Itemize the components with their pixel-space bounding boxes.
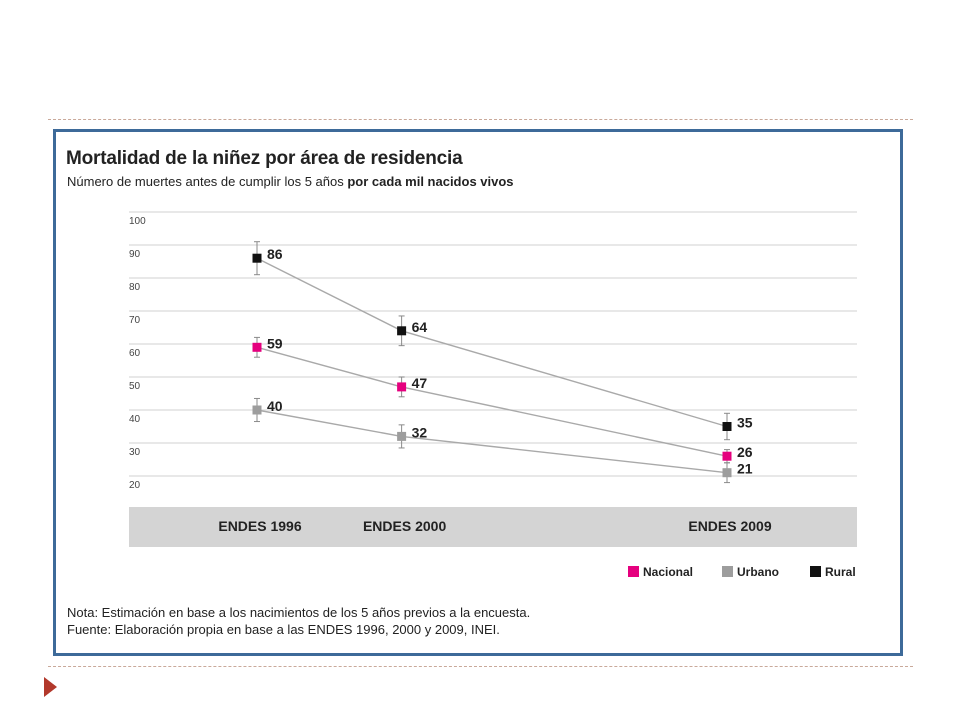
data-point-nacional — [397, 382, 407, 392]
data-label: 35 — [737, 415, 753, 431]
subtitle-bold: por cada mil nacidos vivos — [347, 174, 514, 189]
data-label: 86 — [267, 246, 283, 262]
data-label: 40 — [267, 398, 283, 414]
note-line: Nota: Estimación en base a los nacimient… — [67, 605, 531, 620]
y-tick-label: 90 — [129, 249, 141, 260]
data-point-rural — [252, 253, 262, 263]
chart-subtitle: Número de muertes antes de cumplir los 5… — [67, 174, 514, 189]
legend-label-nacional: Nacional — [643, 565, 693, 579]
x-category-label: ENDES 2009 — [688, 518, 771, 534]
y-tick-label: 80 — [129, 282, 141, 293]
legend-label-rural: Rural — [825, 565, 856, 579]
subtitle-normal: Número de muertes antes de cumplir los 5… — [67, 174, 348, 189]
chart-title: Mortalidad de la niñez por área de resid… — [66, 148, 463, 169]
data-point-nacional — [722, 451, 732, 461]
y-tick-label: 30 — [129, 447, 141, 458]
legend-swatch-nacional — [628, 566, 639, 577]
data-label: 21 — [737, 461, 753, 477]
source-line: Fuente: Elaboración propia en base a las… — [67, 622, 500, 637]
data-point-urbano — [722, 468, 732, 478]
data-label: 64 — [412, 319, 428, 335]
data-label: 32 — [412, 424, 428, 440]
y-tick-label: 40 — [129, 414, 141, 425]
data-label: 47 — [412, 375, 428, 391]
data-label: 59 — [267, 335, 283, 351]
data-point-urbano — [252, 405, 262, 415]
series-line-rural — [256, 257, 728, 428]
y-tick-label: 70 — [129, 315, 141, 326]
legend-swatch-rural — [810, 566, 821, 577]
x-category-label: ENDES 2000 — [363, 518, 446, 534]
data-point-rural — [722, 422, 732, 431]
y-tick-label: 20 — [129, 480, 141, 491]
data-point-urbano — [397, 431, 407, 441]
data-label: 26 — [737, 444, 753, 460]
legend-label-urbano: Urbano — [737, 565, 779, 579]
x-category-label: ENDES 1996 — [218, 518, 301, 534]
series-line-nacional — [256, 346, 728, 457]
slide-bullet-arrow-icon — [44, 677, 57, 697]
y-tick-label: 50 — [129, 381, 141, 392]
category-band — [129, 507, 857, 547]
data-point-rural — [397, 326, 407, 336]
top-dashed-divider — [48, 119, 913, 120]
bottom-dashed-divider — [48, 666, 913, 667]
chart-notes: Nota: Estimación en base a los nacimient… — [67, 604, 530, 638]
legend-swatch-urbano — [722, 566, 733, 577]
y-tick-label: 100 — [129, 216, 146, 227]
y-tick-label: 60 — [129, 348, 141, 359]
chart-frame — [53, 129, 903, 656]
data-point-nacional — [252, 342, 262, 352]
